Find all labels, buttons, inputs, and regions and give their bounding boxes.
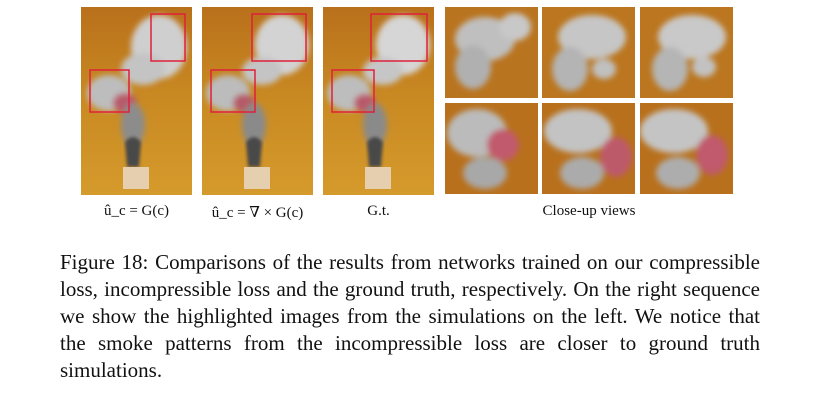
label-ground-truth: G.t.	[367, 203, 390, 219]
figure: û_c = G(c) û_c = ∇ × G(c) G.t. Close-up …	[81, 7, 733, 221]
closeup-top-ground-truth	[640, 7, 733, 98]
simulation-panel-incompressible	[202, 7, 313, 195]
label-closeup-views: Close-up views	[542, 203, 636, 219]
simulation-panel-compressible	[81, 7, 192, 195]
closeup-bottom-incompressible	[542, 103, 635, 194]
caption-label: Figure 18:	[60, 250, 149, 274]
label-incompressible: û_c = ∇ × G(c)	[211, 205, 304, 221]
closeup-bottom-compressible	[445, 103, 538, 194]
simulation-panel-ground-truth	[323, 7, 434, 195]
closeup-bottom-ground-truth	[640, 103, 733, 194]
closeup-top-incompressible	[542, 7, 635, 98]
caption-text: Comparisons of the results from networks…	[60, 250, 761, 382]
figure-caption: Figure 18: Comparisons of the results fr…	[60, 249, 760, 384]
label-compressible: û_c = G(c)	[103, 203, 170, 219]
closeup-top-compressible	[445, 7, 538, 98]
